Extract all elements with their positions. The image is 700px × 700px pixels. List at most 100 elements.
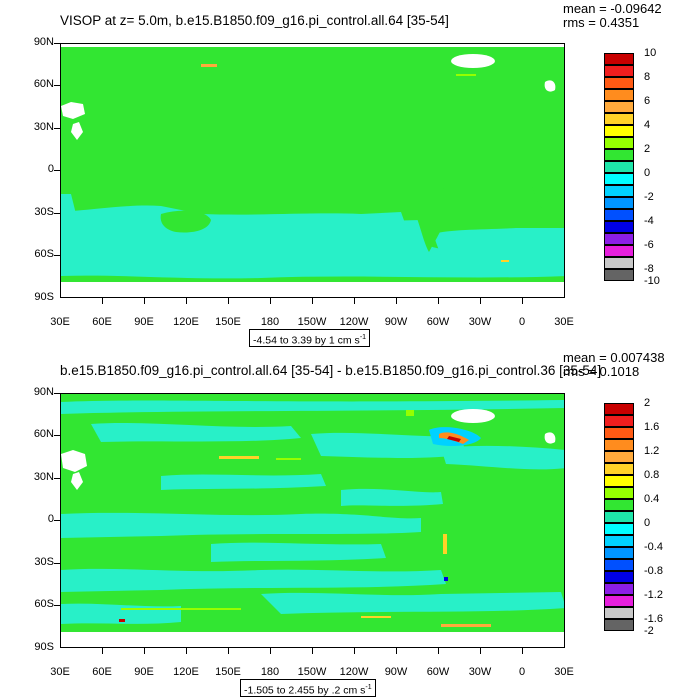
lon-label: 60E bbox=[92, 666, 112, 678]
missing-region-arctic bbox=[451, 54, 495, 68]
missing-region-black-sea bbox=[71, 472, 83, 490]
contour-range-label: -1.505 to 2.455 by .2 cm s-1 bbox=[240, 679, 376, 697]
lon-tick bbox=[144, 298, 145, 304]
anomaly-streak bbox=[91, 423, 301, 442]
anomaly-streak bbox=[341, 488, 443, 506]
colorbar-swatch bbox=[604, 77, 634, 89]
missing-band bbox=[61, 632, 564, 647]
lon-label: 90W bbox=[384, 666, 408, 678]
lon-label: 180 bbox=[260, 316, 280, 328]
lon-label: 90E bbox=[134, 316, 154, 328]
lon-label: 30W bbox=[468, 316, 492, 328]
lon-tick bbox=[186, 648, 187, 654]
colorbar-label: 0.8 bbox=[644, 469, 660, 481]
anomaly-streak bbox=[261, 592, 564, 614]
lat-label: 30N bbox=[33, 121, 54, 133]
lon-tick bbox=[354, 298, 355, 304]
colorbar-swatch bbox=[604, 523, 634, 535]
lat-tick bbox=[54, 170, 60, 171]
colorbar-swatch bbox=[604, 137, 634, 149]
south-atlantic-cyan bbox=[433, 228, 564, 256]
lon-tick bbox=[270, 648, 271, 654]
colorbar-label: 6 bbox=[644, 95, 651, 107]
colorbar-swatch bbox=[604, 487, 634, 499]
lon-label: 60W bbox=[426, 666, 450, 678]
lat-label: 0 bbox=[47, 513, 54, 525]
colorbar-label: 4 bbox=[644, 119, 651, 131]
missing-region-caspian bbox=[61, 450, 87, 472]
colorbar-label: 1.2 bbox=[644, 445, 660, 457]
lat-tick bbox=[54, 43, 60, 44]
colorbar-swatch bbox=[604, 427, 634, 439]
range-exponent: -1 bbox=[359, 334, 367, 341]
hotspot-south bbox=[501, 260, 509, 262]
hotspot-southern bbox=[119, 619, 125, 622]
colorbar-swatch bbox=[604, 499, 634, 511]
missing-region-arctic bbox=[451, 409, 495, 423]
missing-region-black-sea bbox=[71, 122, 83, 140]
colorbar-label: -0.8 bbox=[644, 565, 663, 577]
lon-label: 150W bbox=[297, 316, 327, 328]
lat-label: 30S bbox=[34, 556, 54, 568]
lon-label: 30E bbox=[50, 666, 70, 678]
colorbar-swatch bbox=[604, 221, 634, 233]
southern-ocean-band bbox=[61, 218, 564, 279]
lon-tick bbox=[144, 648, 145, 654]
lon-tick bbox=[312, 648, 313, 654]
anomaly-streak bbox=[61, 512, 421, 538]
anomaly-streak bbox=[311, 432, 466, 458]
lon-label: 60E bbox=[92, 316, 112, 328]
lat-label: 90S bbox=[34, 641, 54, 653]
hotspot-kuroshio bbox=[201, 64, 217, 67]
lon-label: 150E bbox=[215, 666, 241, 678]
lon-tick bbox=[522, 298, 523, 304]
colorbar-swatch bbox=[604, 149, 634, 161]
lon-tick bbox=[354, 648, 355, 654]
lon-tick bbox=[186, 298, 187, 304]
lon-label: 60W bbox=[426, 316, 450, 328]
colorbar-label: -2 bbox=[644, 625, 654, 637]
colorbar-label: -6 bbox=[644, 239, 654, 251]
colorbar-swatch bbox=[604, 185, 634, 197]
colorbar-swatch bbox=[604, 89, 634, 101]
colorbar-swatch bbox=[604, 197, 634, 209]
top-panel: VISOP at z= 5.0m, b.e15.B1850.f09_g16.pi… bbox=[33, 1, 662, 347]
lon-tick bbox=[396, 298, 397, 304]
lon-tick bbox=[228, 298, 229, 304]
lat-tick bbox=[54, 393, 60, 394]
colorbar-label: -4 bbox=[644, 215, 654, 227]
lat-label: 60S bbox=[34, 248, 54, 260]
colorbar-swatch bbox=[604, 101, 634, 113]
lat-label: 30S bbox=[34, 206, 54, 218]
colorbar-swatch bbox=[604, 535, 634, 547]
missing-region-caspian bbox=[61, 102, 85, 119]
colorbar-swatch bbox=[604, 269, 634, 281]
anomaly-streak bbox=[161, 474, 326, 490]
colorbar-label: 2 bbox=[644, 143, 651, 155]
anomaly-streak bbox=[441, 445, 564, 470]
lon-tick bbox=[480, 648, 481, 654]
lon-tick bbox=[438, 298, 439, 304]
lon-label: 120W bbox=[339, 316, 369, 328]
hotspot-kuroshio bbox=[276, 458, 301, 460]
colorbar-swatch bbox=[604, 209, 634, 221]
hotspot-southern bbox=[121, 608, 241, 610]
lat-tick bbox=[54, 255, 60, 256]
australia-landmass bbox=[160, 210, 211, 233]
hotspot-south-atlantic bbox=[443, 534, 447, 554]
colorbar-swatch bbox=[604, 257, 634, 269]
lon-label: 120W bbox=[339, 666, 369, 678]
colorbar-swatch bbox=[604, 571, 634, 583]
colorbar-swatch bbox=[604, 415, 634, 427]
colorbar-swatch bbox=[604, 439, 634, 451]
colorbar-label: 0 bbox=[644, 167, 651, 179]
colorbar-swatch bbox=[604, 619, 634, 631]
lat-label: 90N bbox=[33, 36, 54, 48]
lon-label: 150W bbox=[297, 666, 327, 678]
hotspot-southern bbox=[441, 624, 491, 627]
lon-label: 90W bbox=[384, 316, 408, 328]
colorbar-swatch bbox=[604, 233, 634, 245]
missing-band-top bbox=[61, 44, 564, 47]
lon-label: 30E bbox=[50, 316, 70, 328]
lon-tick bbox=[480, 298, 481, 304]
